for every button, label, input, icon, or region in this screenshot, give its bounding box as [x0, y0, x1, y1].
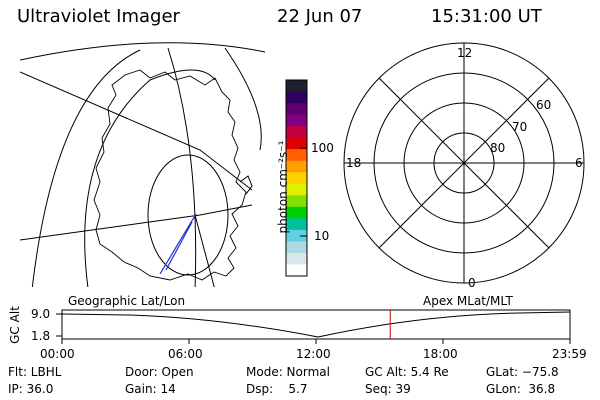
timeline-left-label: Geographic Lat/Lon [68, 294, 186, 308]
timeline-panel [56, 309, 571, 344]
footer-mode: Mode: Normal [246, 365, 330, 379]
time-label: 15:31:00 UT [431, 6, 542, 27]
grid-line [194, 214, 215, 287]
colorbar-segment [286, 264, 307, 277]
grid-line [20, 204, 253, 241]
grid-line [20, 42, 266, 61]
footer-seq: Seq: 39 [365, 382, 411, 396]
mlt-label-12: 12 [457, 46, 473, 60]
mlt-label-6: 6 [575, 156, 583, 170]
footprint-line [165, 221, 193, 271]
footer-ip: IP: 36.0 [8, 382, 54, 396]
color-bar [285, 79, 308, 277]
grid-line [31, 49, 141, 287]
colorbar-unit-label: photon cm⁻²s⁻¹ [276, 140, 290, 234]
footer-dsp: Dsp: 5.7 [246, 382, 308, 396]
timeline-ytick-bottom: 1.8 [31, 329, 51, 343]
footer-gain: Gain: 14 [125, 382, 176, 396]
timeline-xtick-label: 18:00 [423, 347, 458, 361]
polar-plot [343, 42, 585, 284]
timeline-right-label: Apex MLat/MLT [423, 294, 513, 308]
colorbar-tick-label: 10 [314, 229, 330, 243]
lat-label-70: 70 [512, 120, 528, 134]
colorbar-segment [286, 195, 307, 208]
colorbar-segment [286, 80, 307, 93]
timeline-xtick-label: 06:00 [168, 347, 203, 361]
colorbar-segment [286, 126, 307, 139]
coastline [93, 69, 247, 281]
colorbar-segment [286, 172, 307, 185]
footer-glon: GLon: 36.8 [486, 382, 556, 396]
instrument-title: Ultraviolet Imager [17, 6, 180, 27]
grid-line [167, 47, 197, 287]
colorbar-segment [286, 229, 307, 242]
colorbar-segment [286, 218, 307, 231]
lat-label-80: 80 [490, 141, 506, 155]
timeline-ytick-top: 9.0 [31, 307, 51, 321]
mlt-label-0: 0 [468, 276, 476, 290]
timeline-xtick-label: 00:00 [40, 347, 75, 361]
lat-circle [147, 154, 229, 276]
colorbar-segment [286, 137, 307, 150]
colorbar-segment [286, 183, 307, 196]
colorbar-tick-label: 100 [311, 141, 334, 155]
geographic-map [20, 42, 266, 287]
footer-glat: GLat: −75.8 [486, 365, 559, 379]
footprint-line [159, 213, 197, 275]
grid-line [224, 47, 262, 151]
lat-label-60: 60 [536, 98, 552, 112]
altitude-curve [61, 311, 571, 338]
colorbar-segment [286, 241, 307, 254]
colorbar-frame [285, 79, 308, 277]
timeline-ylabel: GC Alt [8, 306, 22, 344]
mlt-line-diag [378, 77, 550, 249]
colorbar-segment [286, 206, 307, 219]
footer-filter: Flt: LBHL [8, 365, 62, 379]
colorbar-segment [286, 114, 307, 127]
colorbar-segment [286, 149, 307, 162]
date-label: 22 Jun 07 [277, 6, 363, 27]
timeline-xtick-label: 12:00 [296, 347, 331, 361]
colorbar-segment [286, 252, 307, 265]
mlt-label-18: 18 [346, 156, 362, 170]
footer-door: Door: Open [125, 365, 194, 379]
grid-line [84, 69, 216, 287]
colorbar-segment [286, 160, 307, 173]
coastline [239, 175, 253, 195]
timeline-xtick-label: 23:59 [552, 347, 587, 361]
colorbar-segment [286, 91, 307, 104]
footer-gc-alt: GC Alt: 5.4 Re [365, 365, 449, 379]
colorbar-segment [286, 103, 307, 116]
grid-line [20, 71, 253, 191]
